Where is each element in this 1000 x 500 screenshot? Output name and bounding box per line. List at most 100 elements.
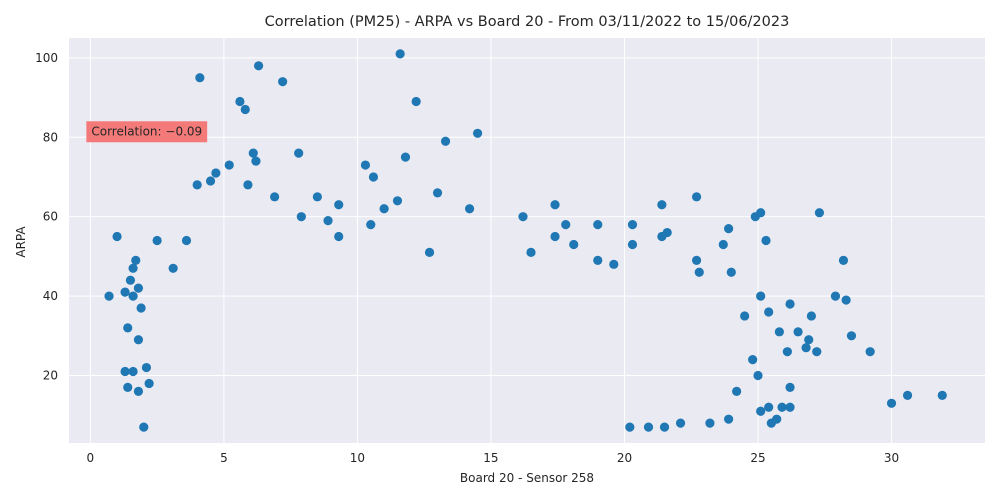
data-point bbox=[764, 402, 774, 412]
data-point bbox=[131, 255, 141, 265]
plot-area bbox=[69, 38, 985, 443]
data-point bbox=[643, 422, 654, 432]
data-point bbox=[240, 104, 250, 115]
y-axis-label: ARPA bbox=[14, 226, 28, 258]
correlation-annotation-text: Correlation: −0.09 bbox=[91, 124, 202, 138]
y-axis-ticks: 20 40 60 80 100 bbox=[35, 51, 58, 383]
x-tick-label: 25 bbox=[750, 451, 765, 465]
data-point bbox=[625, 422, 635, 432]
x-tick-label: 30 bbox=[884, 451, 899, 465]
data-point bbox=[112, 231, 122, 242]
data-point bbox=[472, 128, 483, 138]
data-point bbox=[627, 239, 638, 250]
data-point bbox=[748, 355, 758, 365]
data-point bbox=[120, 287, 130, 297]
data-point bbox=[141, 362, 152, 373]
data-point bbox=[691, 192, 702, 202]
data-point bbox=[136, 303, 146, 313]
data-point bbox=[133, 386, 144, 396]
correlation-annotation: Correlation: −0.09 bbox=[86, 121, 208, 143]
data-point bbox=[323, 216, 333, 226]
data-point bbox=[334, 200, 344, 210]
data-point bbox=[814, 208, 825, 218]
data-point bbox=[785, 299, 795, 309]
data-point bbox=[761, 235, 771, 246]
data-point bbox=[168, 263, 178, 273]
data-point bbox=[732, 386, 742, 396]
correlation-annotation-box bbox=[86, 121, 208, 143]
data-point bbox=[152, 235, 162, 246]
data-point bbox=[753, 370, 763, 381]
data-point bbox=[764, 307, 774, 317]
data-point bbox=[806, 311, 817, 321]
data-points bbox=[104, 49, 947, 432]
data-point bbox=[104, 291, 114, 301]
data-point bbox=[235, 96, 245, 107]
data-point bbox=[195, 73, 205, 83]
y-tick-label: 40 bbox=[43, 289, 58, 303]
data-point bbox=[812, 347, 822, 357]
x-tick-label: 20 bbox=[617, 451, 632, 465]
data-point bbox=[368, 172, 379, 182]
data-point bbox=[392, 196, 403, 206]
data-point bbox=[192, 180, 202, 190]
data-point bbox=[128, 263, 138, 273]
data-point bbox=[902, 390, 913, 400]
data-point bbox=[750, 212, 760, 222]
data-point bbox=[838, 255, 849, 265]
data-point bbox=[937, 390, 947, 400]
data-point bbox=[627, 220, 638, 230]
data-point bbox=[133, 283, 144, 293]
data-point bbox=[609, 259, 619, 269]
data-point bbox=[144, 378, 154, 389]
y-tick-label: 60 bbox=[43, 210, 58, 224]
data-point bbox=[379, 204, 389, 214]
data-point bbox=[726, 267, 736, 277]
x-tick-label: 5 bbox=[220, 451, 228, 465]
data-point bbox=[756, 291, 766, 301]
data-point bbox=[804, 335, 814, 345]
data-point bbox=[360, 160, 371, 170]
data-point bbox=[270, 192, 280, 202]
data-point bbox=[675, 418, 686, 428]
x-tick-label: 0 bbox=[87, 451, 95, 465]
data-point bbox=[312, 192, 322, 202]
data-point bbox=[740, 311, 750, 321]
data-point bbox=[128, 291, 138, 301]
data-point bbox=[657, 231, 667, 242]
chart-title: Correlation (PM25) - ARPA vs Board 20 - … bbox=[265, 14, 790, 30]
data-point bbox=[251, 156, 261, 166]
data-point bbox=[411, 96, 421, 107]
data-point bbox=[432, 188, 443, 198]
data-point bbox=[181, 235, 192, 246]
data-point bbox=[793, 327, 803, 337]
data-point bbox=[526, 247, 536, 258]
data-point bbox=[211, 168, 221, 178]
x-axis-label: Board 20 - Sensor 258 bbox=[460, 471, 594, 485]
data-point bbox=[724, 414, 734, 424]
data-point bbox=[518, 212, 528, 222]
data-point bbox=[550, 200, 560, 210]
data-point bbox=[254, 61, 264, 71]
data-point bbox=[691, 255, 702, 265]
data-point bbox=[550, 231, 560, 242]
x-tick-label: 15 bbox=[483, 451, 498, 465]
data-point bbox=[424, 247, 435, 258]
data-point bbox=[694, 267, 704, 277]
data-point bbox=[294, 148, 304, 158]
data-point bbox=[865, 347, 875, 357]
data-point bbox=[886, 398, 897, 408]
data-point bbox=[120, 366, 130, 377]
data-point bbox=[224, 160, 234, 170]
data-point bbox=[248, 148, 258, 158]
data-point bbox=[205, 176, 216, 186]
data-point bbox=[846, 331, 857, 341]
data-point bbox=[440, 136, 451, 146]
data-point bbox=[774, 327, 784, 337]
y-tick-label: 100 bbox=[35, 51, 58, 65]
data-point bbox=[593, 220, 603, 230]
data-point bbox=[243, 180, 253, 190]
data-point bbox=[718, 239, 728, 250]
x-axis-ticks: 0 5 10 15 20 25 30 bbox=[87, 451, 900, 465]
